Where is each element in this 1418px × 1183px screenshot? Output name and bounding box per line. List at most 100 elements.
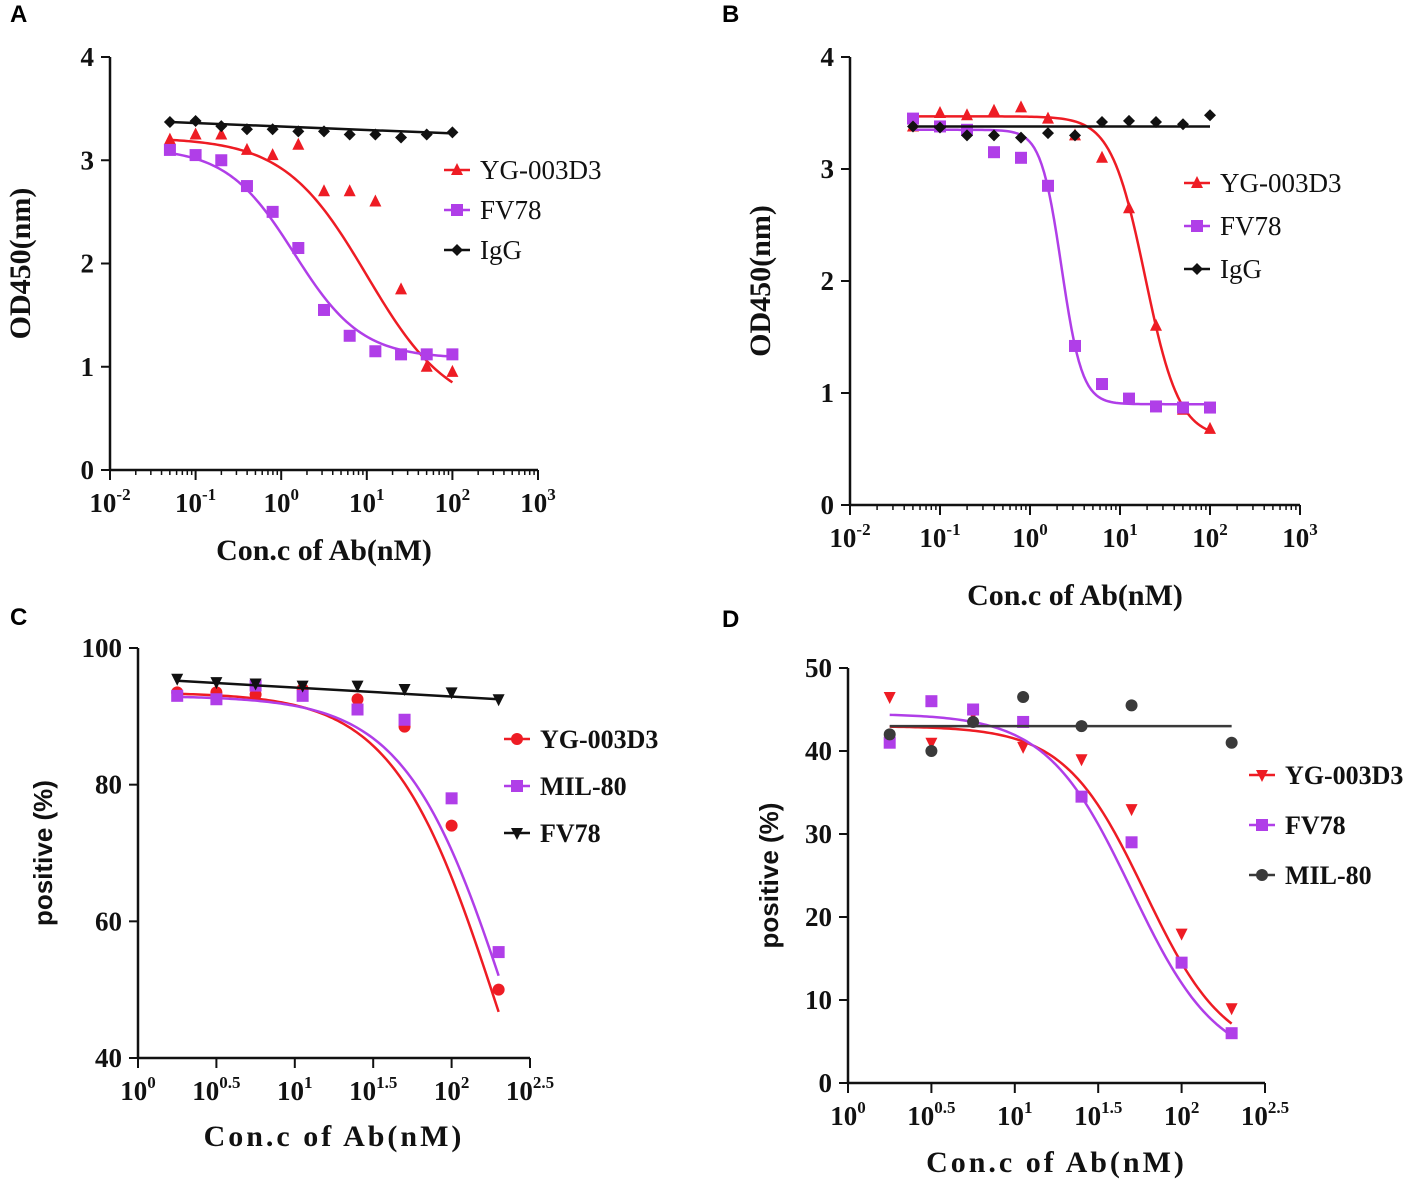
- data-point: [925, 745, 938, 757]
- data-point: [296, 689, 309, 702]
- data-point: [351, 703, 364, 716]
- series-igg: IgG: [163, 115, 522, 265]
- data-point: [1123, 201, 1135, 214]
- series-mil-80: MIL-80: [171, 679, 627, 977]
- data-point: [967, 703, 980, 716]
- data-point: [189, 149, 202, 162]
- fit-curve: [177, 692, 500, 1013]
- data-point: [296, 680, 309, 693]
- legend-marker: [451, 204, 463, 216]
- data-point: [1096, 150, 1108, 163]
- data-point: [395, 348, 408, 361]
- x-tick-label: 10-2: [89, 485, 130, 518]
- data-point: [210, 677, 223, 690]
- x-tick-label: 103: [520, 485, 556, 518]
- data-point: [883, 728, 896, 741]
- legend-label: IgG: [480, 235, 522, 265]
- data-point: [1075, 790, 1088, 803]
- x-tick-label: 101.5: [1074, 1098, 1122, 1131]
- x-tick-label: 102: [1164, 1098, 1200, 1131]
- data-point: [961, 129, 973, 142]
- data-point: [240, 142, 253, 155]
- series-yg-003d3: YG-003D3: [163, 127, 602, 384]
- y-tick-label: 2: [81, 249, 95, 279]
- y-axis-title: positive (%): [28, 780, 58, 926]
- data-point: [1177, 401, 1189, 414]
- data-point: [163, 143, 176, 156]
- legend-marker: [451, 244, 463, 256]
- panel-a: A 0 1 2 3 4 10-2 10-1 100 101 102 103 Con.c of Ab(nM…: [4, 1, 602, 567]
- data-point: [351, 680, 364, 693]
- data-point: [925, 737, 938, 750]
- fit-curve: [912, 115, 1211, 433]
- x-tick-label: 10-1: [175, 485, 216, 518]
- y-tick-label: 0: [81, 455, 95, 485]
- legend-label: FV78: [1220, 211, 1282, 241]
- x-tick-label: 10-1: [919, 520, 960, 553]
- series-mil-80: MIL-80: [883, 691, 1372, 890]
- y-tick-label: 100: [82, 633, 123, 663]
- series-yg-003d3: YG-003D3: [907, 100, 1342, 434]
- y-axis-title: positive (%): [754, 803, 784, 949]
- x-tick-label: 102: [435, 485, 471, 518]
- x-axis-title: Con.c of Ab(nM): [204, 1120, 465, 1153]
- data-point: [1150, 318, 1162, 331]
- data-point: [343, 184, 356, 197]
- x-tick-label: 103: [1282, 520, 1318, 553]
- legend-marker: [511, 733, 523, 745]
- fit-curve: [889, 725, 1233, 1025]
- data-point: [988, 129, 1000, 142]
- data-point: [1123, 114, 1135, 127]
- data-point: [1175, 928, 1188, 941]
- data-point: [1069, 339, 1081, 352]
- data-point: [398, 684, 411, 696]
- data-point: [369, 128, 382, 141]
- x-tick-label: 101.5: [349, 1073, 397, 1106]
- data-point: [240, 123, 253, 136]
- data-point: [1225, 1027, 1238, 1040]
- y-axis-title: OD450(nm): [4, 188, 37, 340]
- x-tick-label: 100: [120, 1073, 156, 1106]
- data-point: [1096, 115, 1108, 128]
- legend-label: FV78: [540, 819, 601, 848]
- data-point: [492, 983, 505, 996]
- data-point: [351, 693, 364, 706]
- y-tick-label: 4: [81, 42, 95, 72]
- data-point: [1015, 100, 1027, 113]
- data-point: [446, 126, 459, 139]
- x-axis-title: Con.c of Ab(nM): [926, 1146, 1187, 1179]
- x-tick-label: 101: [1102, 520, 1138, 553]
- data-point: [446, 348, 459, 361]
- data-point: [292, 242, 305, 255]
- legend-label: MIL-80: [1285, 861, 1372, 890]
- data-point: [343, 329, 356, 342]
- panel-label: A: [10, 1, 27, 28]
- legend-marker: [1256, 819, 1268, 831]
- legend-marker: [1191, 176, 1203, 188]
- data-point: [988, 103, 1000, 116]
- data-point: [171, 689, 184, 702]
- x-tick-label: 102: [434, 1073, 470, 1106]
- series-igg: IgG: [907, 109, 1262, 284]
- data-point: [907, 120, 919, 133]
- data-point: [934, 106, 946, 118]
- data-point: [446, 364, 459, 377]
- data-point: [445, 792, 458, 805]
- data-point: [266, 205, 279, 218]
- panel-label: B: [722, 1, 739, 28]
- y-tick-label: 20: [805, 902, 832, 932]
- y-tick-label: 4: [821, 42, 835, 72]
- fit-curve: [169, 151, 453, 358]
- data-point: [266, 123, 279, 136]
- legend-label: YG-003D3: [1285, 761, 1403, 790]
- data-point: [1150, 400, 1162, 413]
- legend-label: YG-003D3: [1220, 168, 1342, 198]
- data-point: [318, 184, 330, 197]
- data-point: [420, 359, 433, 372]
- fit-curve: [169, 138, 454, 384]
- series-fv78: FV78: [883, 695, 1346, 1040]
- data-point: [369, 345, 382, 358]
- legend-marker: [511, 780, 523, 792]
- fit-curve: [889, 713, 1233, 1037]
